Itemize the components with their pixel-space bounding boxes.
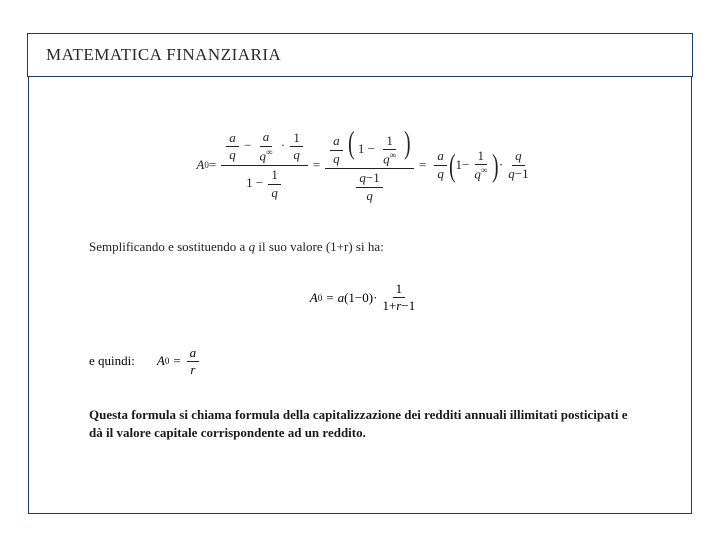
frac-2: a q ( 1 − 1 q∞ ) q−1 q xyxy=(325,125,414,205)
paragraph-simplify: Semplificando e sostituendo a q il suo v… xyxy=(89,239,641,255)
formula-simplified: A0 = a (1−0) · 1 1+r−1 xyxy=(89,281,641,315)
frac-3: a q ( 1 − 1 q∞ ) · q q−1 xyxy=(432,148,533,183)
paragraph-conclusion: Questa formula si chiama formula della c… xyxy=(89,406,641,442)
paragraph-therefore: e quindi: A0 = a r xyxy=(89,345,641,379)
title-box: MATEMATICA FINANZIARIA xyxy=(27,33,693,77)
sym-eq: = xyxy=(209,157,216,173)
content-area: A0 = a q − a q∞ · 1 xyxy=(29,95,691,513)
frac-1: a q − a q∞ · 1 q 1 − xyxy=(221,128,308,202)
formula-final: A0 = a r xyxy=(157,345,201,379)
formula-main: A0 = a q − a q∞ · 1 xyxy=(89,125,641,205)
slide-frame: MATEMATICA FINANZIARIA A0 = a q − a q xyxy=(28,34,692,514)
sym-A: A xyxy=(196,157,204,173)
slide-title: MATEMATICA FINANZIARIA xyxy=(46,45,281,65)
